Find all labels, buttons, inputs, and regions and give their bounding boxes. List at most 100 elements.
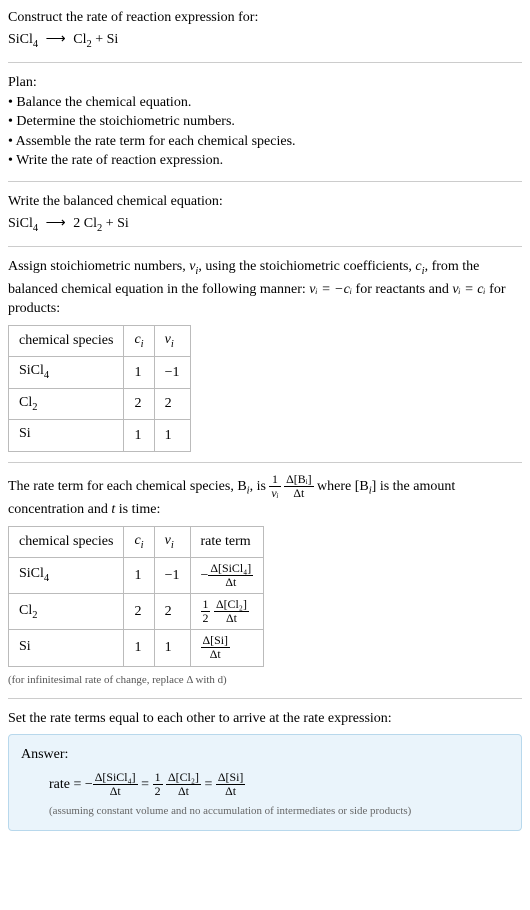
balanced-section: Write the balanced chemical equation: Si…	[8, 192, 522, 236]
sp: Cl	[19, 603, 32, 618]
nu-i: νi	[189, 259, 198, 274]
plus: +	[92, 32, 107, 47]
cell-species: Cl2	[9, 388, 124, 419]
num: 1	[269, 473, 280, 487]
den: Δt	[214, 612, 249, 625]
den: νᵢ	[269, 487, 280, 500]
equals: =	[204, 777, 215, 792]
table-row: Si 1 1	[9, 420, 191, 451]
cell-nui: 2	[154, 594, 190, 630]
conc-frac: Δ[SiCl₄]Δt	[208, 562, 253, 589]
sp: Cl	[19, 395, 32, 410]
nu-sub: i	[171, 339, 174, 350]
num: Δ[Bᵢ]	[284, 473, 313, 487]
cell-nui: −1	[154, 558, 190, 594]
neg: −	[85, 777, 93, 792]
stoich-table: chemical species ci νi SiCl4 1 −1 Cl2 2 …	[8, 325, 191, 452]
sp-sub: 4	[44, 573, 49, 584]
product-a: Cl2	[84, 216, 102, 231]
coef-frac: 1νᵢ	[269, 473, 280, 500]
plan-item: Write the rate of reaction expression.	[8, 151, 522, 171]
term2-frac: Δ[Cl₂]Δt	[166, 771, 201, 798]
term2-coef-frac: 12	[153, 771, 163, 798]
plus: +	[102, 216, 117, 231]
sp: Si	[19, 426, 31, 441]
coef: 2	[73, 216, 84, 231]
conc-frac: Δ[Cl₂]Δt	[214, 598, 249, 625]
plan-item: Balance the chemical equation.	[8, 93, 522, 113]
conc-frac: Δ[Si]Δt	[201, 634, 230, 661]
equals: =	[141, 777, 152, 792]
c-i: ci	[415, 259, 424, 274]
nu-sub: i	[171, 539, 174, 550]
den: Δt	[216, 785, 245, 798]
reactant-sym: SiCl	[8, 216, 33, 231]
num: Δ[SiCl₄]	[208, 562, 253, 576]
table-row: SiCl4 1 −1 −Δ[SiCl₄]Δt	[9, 558, 264, 594]
table-row: SiCl4 1 −1	[9, 357, 191, 388]
cell-nui: 1	[154, 630, 190, 666]
cell-ci: 1	[124, 357, 154, 388]
den: 2	[153, 785, 163, 798]
num: Δ[Cl₂]	[214, 598, 249, 612]
cell-nui: 1	[154, 420, 190, 451]
cell-species: Cl2	[9, 594, 124, 630]
cell-species: SiCl4	[9, 357, 124, 388]
col-nui: νi	[154, 325, 190, 356]
coef-frac: 12	[201, 598, 211, 625]
den: 2	[201, 612, 211, 625]
rel-react: νᵢ = −cᵢ	[309, 282, 352, 297]
divider	[8, 62, 522, 63]
c-sub: i	[141, 339, 144, 350]
rt-text: , is	[250, 479, 270, 494]
assign-text: for reactants and	[352, 282, 452, 297]
answer-label: Answer:	[21, 745, 509, 765]
sp: Si	[19, 639, 31, 654]
rt-text: where [B	[317, 479, 369, 494]
plan-item: Determine the stoichiometric numbers.	[8, 112, 522, 132]
balanced-heading: Write the balanced chemical equation:	[8, 192, 522, 212]
den: Δt	[284, 487, 313, 500]
cell-rate-term: −Δ[SiCl₄]Δt	[190, 558, 264, 594]
reactant: SiCl4	[8, 216, 38, 231]
sp-sub: 2	[32, 609, 37, 620]
rt-text: is time:	[115, 502, 160, 517]
rt-text: The rate term for each chemical species,…	[8, 479, 247, 494]
plan-list: Balance the chemical equation. Determine…	[8, 93, 522, 171]
cell-species: Si	[9, 630, 124, 666]
cell-ci: 1	[124, 630, 154, 666]
cell-nui: 2	[154, 388, 190, 419]
neg: −	[201, 568, 209, 583]
den: Δt	[93, 785, 138, 798]
table-header-row: chemical species ci νi rate term	[9, 526, 264, 557]
arrow-icon: ⟶	[46, 32, 66, 47]
product-b: Si	[117, 216, 129, 231]
cell-species: SiCl4	[9, 558, 124, 594]
divider	[8, 698, 522, 699]
num: Δ[Si]	[201, 634, 230, 648]
c-sub: i	[141, 539, 144, 550]
rate-term-table: chemical species ci νi rate term SiCl4 1…	[8, 526, 264, 667]
sp: SiCl	[19, 566, 44, 581]
num: Δ[SiCl₄]	[93, 771, 138, 785]
rate-word: rate =	[49, 777, 85, 792]
reactant: SiCl4	[8, 32, 38, 47]
table-row: Cl2 2 2	[9, 388, 191, 419]
reactant-sub: 4	[33, 222, 38, 233]
divider	[8, 246, 522, 247]
assumption-note: (assuming constant volume and no accumul…	[49, 804, 509, 819]
balanced-equation: SiCl4 ⟶ 2 Cl2 + Si	[8, 214, 522, 236]
intro-equation: SiCl4 ⟶ Cl2 + Si	[8, 30, 522, 52]
rel-prod: νᵢ = cᵢ	[452, 282, 485, 297]
assign-text: , using the stoichiometric coefficients,	[198, 259, 415, 274]
num: Δ[Cl₂]	[166, 771, 201, 785]
num: 1	[201, 598, 211, 612]
sp-sub: 4	[44, 370, 49, 381]
answer-box: Answer: rate = −Δ[SiCl₄]Δt = 12 Δ[Cl₂]Δt…	[8, 734, 522, 830]
table-row: Cl2 2 2 12 Δ[Cl₂]Δt	[9, 594, 264, 630]
infinitesimal-note: (for infinitesimal rate of change, repla…	[8, 673, 522, 688]
intro-section: Construct the rate of reaction expressio…	[8, 8, 522, 52]
col-species: chemical species	[9, 526, 124, 557]
divider	[8, 462, 522, 463]
cell-rate-term: 12 Δ[Cl₂]Δt	[190, 594, 264, 630]
